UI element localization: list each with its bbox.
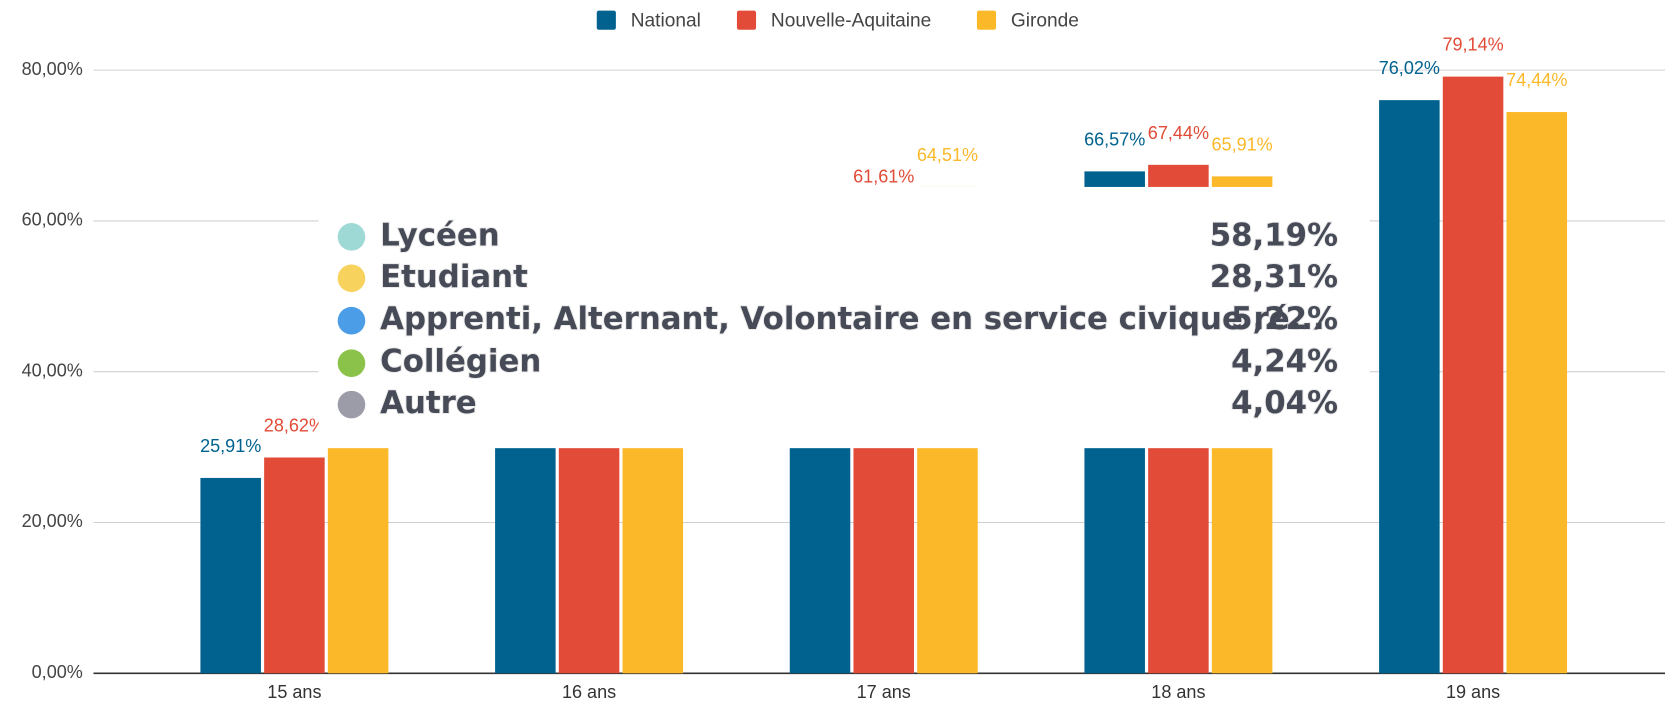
bar [200, 477, 261, 674]
overlay-label: Lycéen [380, 217, 500, 253]
bar [1506, 112, 1568, 674]
overlay-dot [337, 390, 366, 419]
overlay-dot [337, 349, 366, 378]
overlay-label: Etudiant [380, 259, 528, 295]
y-tick-label: 60,00% [22, 210, 83, 230]
data-label: 25,91% [200, 436, 261, 456]
legend-label: Nouvelle-Aquitaine [771, 10, 931, 31]
overlay-dot [337, 264, 366, 293]
x-tick-label: 19 ans [1446, 682, 1500, 702]
y-tick-label: 20,00% [22, 511, 83, 531]
overlay-dot [337, 223, 366, 251]
bar [327, 439, 389, 674]
overlay-value: 28,31% [1210, 259, 1338, 295]
x-tick-label: 15 ans [267, 682, 321, 702]
overlay-label: Collégien [380, 344, 541, 380]
legend-label: National [631, 10, 701, 31]
overlay-dot [337, 306, 366, 335]
x-tick-label: 17 ans [857, 682, 911, 702]
overlay-background [318, 186, 1370, 449]
overlay-value: 5,22% [1231, 301, 1338, 337]
data-label: 74,44% [1506, 70, 1567, 90]
overlay-card: Lycéen 58,19% Etudiant 28,31% Apprenti, Alte… [318, 186, 1370, 449]
overlay-value: 58,19% [1210, 217, 1338, 253]
overlay-value: 4,24% [1231, 344, 1338, 380]
data-label: 28,62% [264, 415, 325, 435]
y-tick-label: 40,00% [22, 360, 83, 380]
data-label: 66,57% [1084, 129, 1145, 149]
legend-swatch [976, 10, 997, 30]
x-tick-label: 16 ans [562, 682, 616, 702]
legend-label: Gironde [1011, 10, 1079, 31]
data-label: 67,44% [1148, 123, 1209, 143]
data-label: 65,91% [1212, 134, 1273, 154]
legend-swatch [736, 10, 757, 30]
data-label: 61,61% [853, 167, 914, 187]
overlay-value: 4,04% [1231, 385, 1338, 421]
bar [264, 457, 325, 674]
legend-swatch [596, 10, 616, 30]
y-tick-label: 80,00% [22, 59, 83, 79]
data-label: 76,02% [1379, 58, 1440, 78]
data-label: 64,51% [917, 145, 978, 165]
bar [1379, 100, 1440, 674]
bar [1442, 76, 1504, 674]
x-tick-label: 18 ans [1151, 682, 1205, 702]
overlay-label: Apprenti, Alternant, Volontaire en servi… [380, 301, 1325, 337]
data-label: 79,14% [1442, 35, 1503, 55]
y-tick-label: 0,00% [32, 662, 83, 682]
overlay-label: Autre [380, 385, 477, 421]
